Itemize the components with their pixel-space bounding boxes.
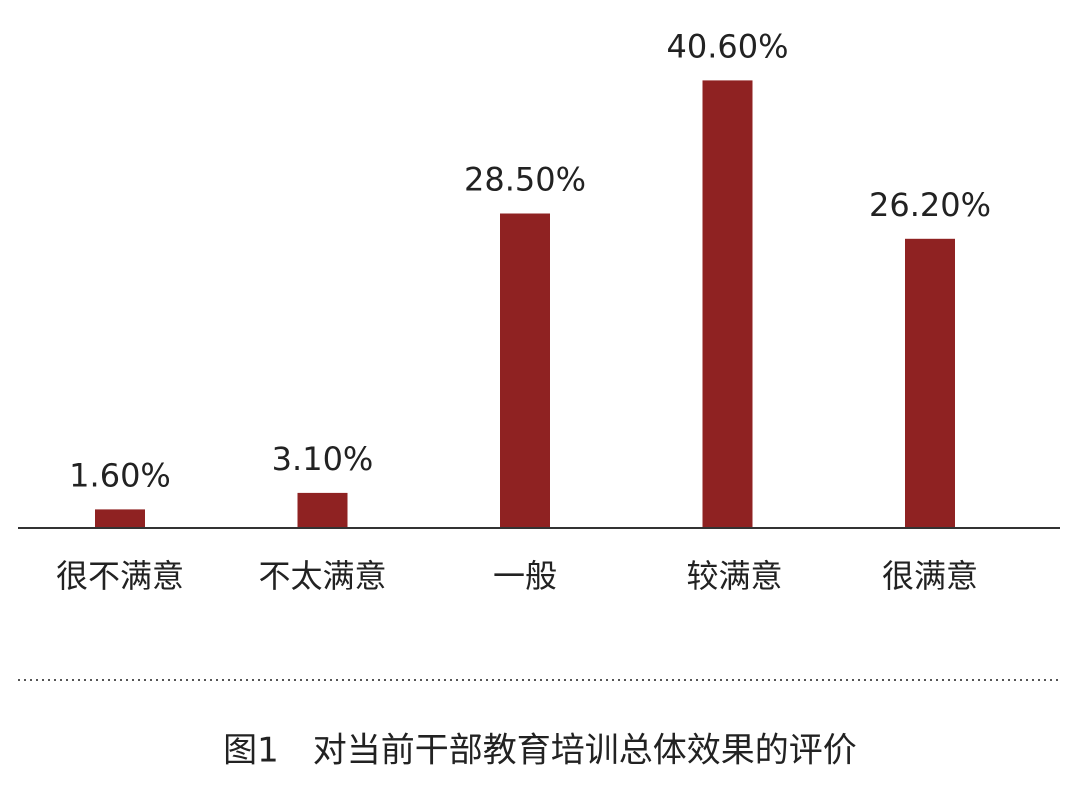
value-label: 1.60%	[69, 456, 171, 494]
bar	[95, 509, 145, 527]
bar	[297, 492, 348, 527]
x-tick-label: 一般	[493, 557, 557, 595]
bar	[702, 80, 753, 528]
x-tick-label: 不太满意	[258, 557, 386, 595]
value-label: 26.20%	[869, 186, 991, 224]
x-tick-label: 很满意	[882, 557, 978, 595]
x-tick-label: 很不满意	[56, 557, 184, 595]
chart-title: 图1 对当前干部教育培训总体效果的评价	[223, 731, 857, 771]
value-label: 40.60%	[666, 27, 788, 65]
bar	[500, 213, 550, 527]
x-tick-label: 较满意	[686, 557, 782, 595]
value-label: 28.50%	[464, 161, 586, 199]
value-label: 3.10%	[272, 440, 374, 478]
bar	[905, 238, 955, 528]
